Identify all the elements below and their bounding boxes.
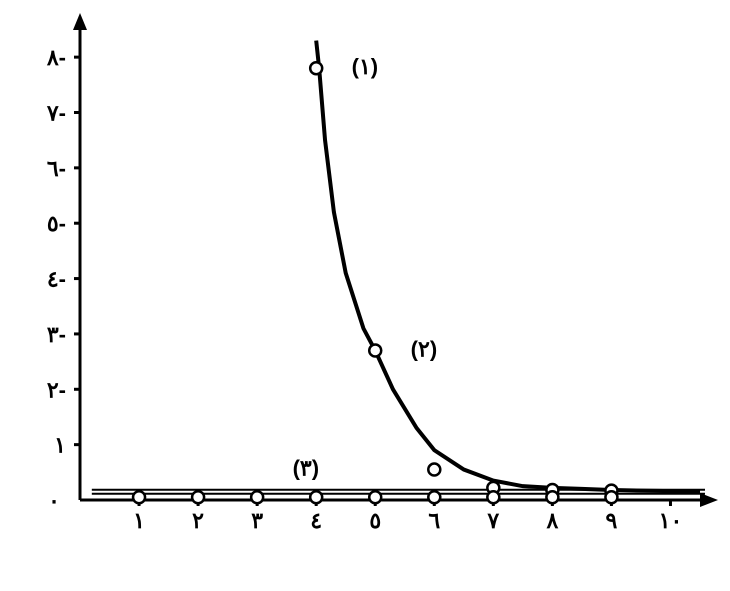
- x-tick-label: ٦: [428, 508, 440, 533]
- baseline-marker: [428, 491, 440, 503]
- x-tick-label: ٢: [192, 508, 204, 533]
- decay-curve: [316, 41, 700, 492]
- x-tick-label: ١: [133, 508, 145, 533]
- x-tick-label: ٣: [251, 508, 263, 533]
- curve-marker: [428, 464, 440, 476]
- baseline-marker: [133, 491, 145, 503]
- y-axis-arrow: [73, 13, 87, 30]
- x-tick-label: ٥: [369, 508, 381, 533]
- decay-chart: ٠ ١ ٢- ٣- ٤- ٥- ٦- ٧- ٨- ١ ٢ ٣ ٤ ٥ ٦ ٧ ٨ ٩ ١٠ (١) (٢) (٣): [0, 0, 730, 591]
- origin-label: ٠: [48, 488, 60, 513]
- curve-marker: [310, 62, 322, 74]
- x-tick-label: ١٠: [659, 508, 683, 533]
- x-tick-label: ٩: [606, 508, 618, 533]
- baseline-marker: [192, 491, 204, 503]
- x-tick-label: ٨: [545, 508, 558, 533]
- baseline-marker: [605, 491, 617, 503]
- baseline-marker: [369, 491, 381, 503]
- baseline-marker: [310, 491, 322, 503]
- x-tick-label: ٧: [486, 508, 499, 533]
- x-tick-label: ٤: [310, 508, 322, 533]
- y-tick-label: ١: [54, 433, 66, 458]
- curve-marker: [369, 345, 381, 357]
- y-tick-label: ٨-: [46, 45, 66, 70]
- y-tick-label: ٤-: [47, 267, 66, 292]
- point-annotation: (٢): [411, 337, 437, 362]
- y-tick-label: ٥-: [47, 211, 66, 236]
- baseline-marker: [251, 491, 263, 503]
- point-annotation: (٣): [293, 456, 319, 481]
- y-tick-label: ٦-: [47, 156, 66, 181]
- x-axis-arrow: [700, 493, 718, 507]
- baseline-marker: [546, 491, 558, 503]
- baseline-marker: [487, 491, 499, 503]
- point-annotation: (١): [352, 54, 378, 79]
- y-tick-label: ٧-: [46, 101, 66, 126]
- y-tick-label: ٣-: [47, 322, 66, 347]
- y-tick-label: ٢-: [47, 377, 66, 402]
